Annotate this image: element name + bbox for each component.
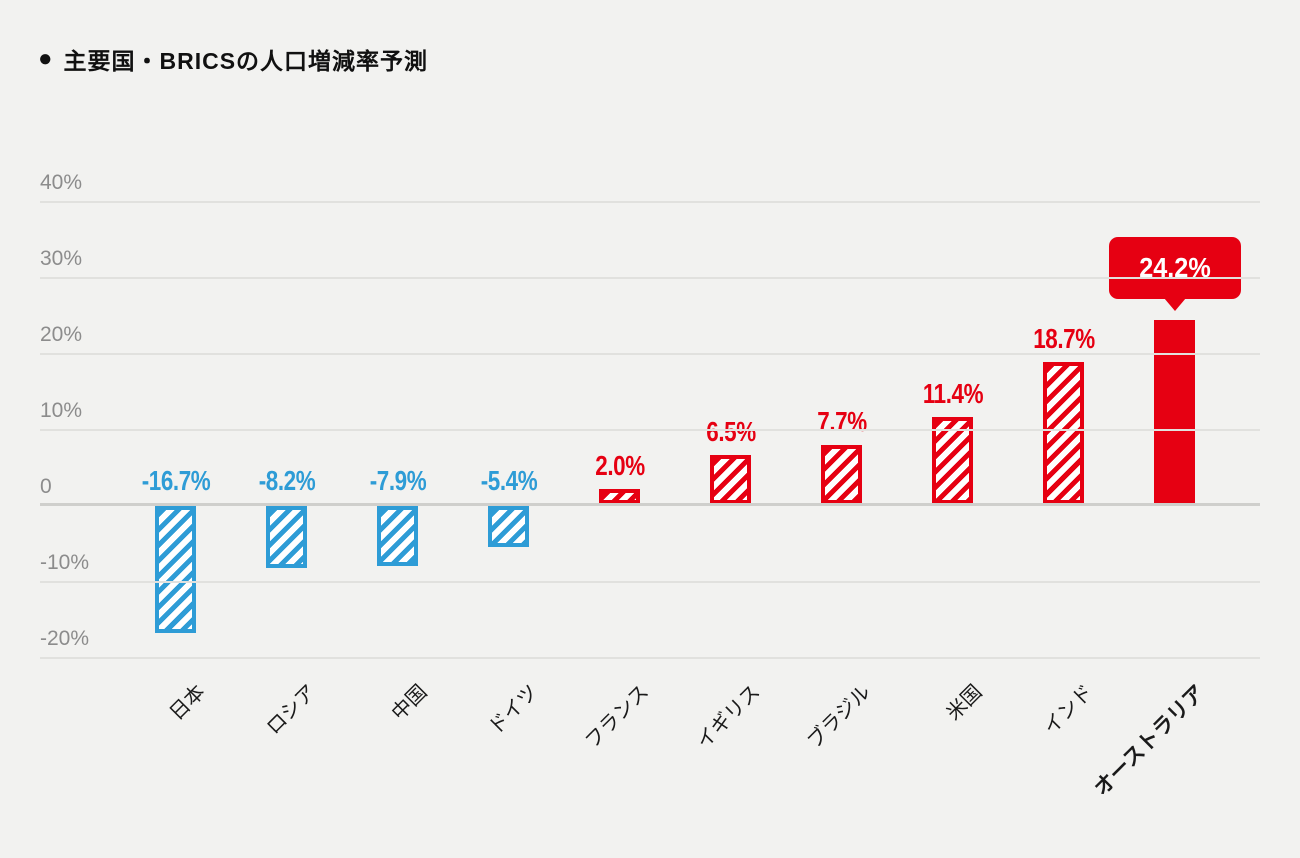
bar-column-7: 7.7% ブラジル — [786, 201, 897, 753]
value-label-7: 7.7% — [816, 406, 867, 438]
chart-header: ● 主要国・BRICSの人口増減率予測 — [38, 42, 428, 76]
gridline-30% — [40, 277, 1260, 279]
value-label-5: 2.0% — [594, 449, 645, 481]
x-axis-label-8: 米国 — [942, 681, 987, 725]
x-axis-label-5: フランス — [581, 681, 654, 753]
y-tick-label-40%: 40% — [40, 171, 83, 194]
bar-column-3: -7.9% 中国 — [342, 201, 453, 725]
bar-3 — [377, 506, 418, 567]
x-axis-label-7: ブラジル — [803, 681, 876, 753]
y-tick-label-20%: 20% — [40, 323, 83, 346]
gridline--20% — [40, 657, 1260, 659]
x-axis-label-2: ロシア — [262, 681, 321, 739]
bar-column-1: -16.7% 日本 — [120, 201, 231, 725]
gridline-0 — [40, 503, 1260, 506]
page-title: 主要国・BRICSの人口増減率予測 — [63, 48, 429, 74]
plot-area: -16.7% 日本 -8.2% ロシア -7.9% 中国 -5.4% ドイツ 2.0% フランス 6… — [40, 171, 1260, 800]
bar-column-9: 18.7% インド — [1008, 201, 1119, 739]
bar-7 — [821, 445, 862, 504]
value-label-3: -7.9% — [369, 465, 426, 496]
bar-9 — [1043, 361, 1084, 504]
bar-column-5: 2.0% フランス — [564, 201, 675, 753]
x-axis-label-9: インド — [1039, 681, 1098, 739]
title-bullet-icon: ● — [38, 45, 53, 72]
value-label-6: 6.5% — [705, 415, 756, 447]
y-tick-label-10%: 10% — [40, 399, 83, 422]
gridline-40% — [40, 201, 1260, 203]
x-axis-label-3: 中国 — [387, 681, 432, 725]
bar-column-4: -5.4% ドイツ — [453, 201, 564, 739]
y-tick-label--20%: -20% — [40, 627, 90, 650]
value-label-8: 11.4% — [922, 378, 983, 410]
value-label-4: -5.4% — [480, 465, 537, 496]
callout-bubble: 24.2% — [1108, 237, 1241, 300]
y-tick-label--10%: -10% — [40, 551, 90, 574]
gridline-10% — [40, 429, 1260, 431]
y-tick-label-30%: 30% — [40, 247, 83, 270]
y-tick-label-0: 0 — [40, 475, 52, 498]
x-axis-label-10: オーストラリア — [1089, 681, 1209, 801]
bar-column-6: 6.5% イギリス — [675, 201, 786, 753]
value-label-9: 18.7% — [1032, 322, 1095, 354]
bar-6 — [710, 454, 751, 504]
gridline--10% — [40, 581, 1260, 583]
x-axis-label-4: ドイツ — [484, 681, 543, 739]
bar-8 — [932, 417, 973, 504]
bar-2 — [266, 506, 307, 569]
bars-row: -16.7% 日本 -8.2% ロシア -7.9% 中国 -5.4% ドイツ 2.0% フランス 6… — [120, 201, 1241, 800]
bar-4 — [488, 506, 529, 548]
bar-5 — [599, 488, 640, 504]
bar-1 — [155, 506, 196, 633]
bar-10 — [1154, 320, 1195, 504]
gridline-20% — [40, 353, 1260, 355]
x-axis-label-6: イギリス — [691, 681, 765, 754]
value-label-2: -8.2% — [258, 465, 315, 496]
x-axis-label-1: 日本 — [165, 681, 210, 725]
bar-column-2: -8.2% ロシア — [231, 201, 342, 739]
value-label-1: -16.7% — [141, 465, 210, 496]
callout-value-label: 24.2% — [1138, 252, 1211, 284]
bar-column-8: 11.4% 米国 — [897, 201, 1008, 725]
